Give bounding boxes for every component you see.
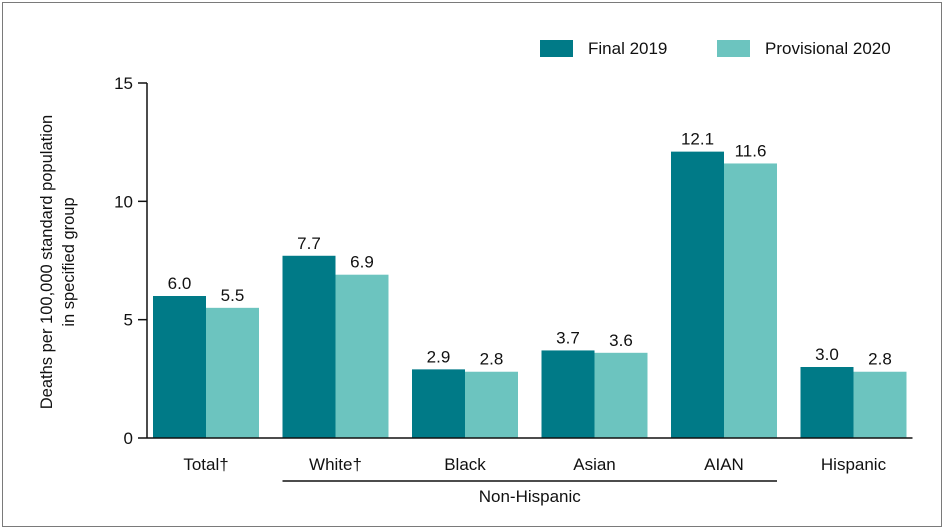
y-tick-label-0: 0 [124,429,133,448]
bar-value-label-provisional-2020-0: 5.5 [221,286,245,305]
x-category-label-0: Total† [183,455,228,474]
x-category-label-3: Asian [573,455,616,474]
legend: Final 2019 Provisional 2020 [540,39,891,58]
bar-value-label-final-2019-1: 7.7 [297,234,321,253]
x-axis: Total† White† Black Asian AIAN Hispanic [147,437,913,474]
bar-provisional-2020-1 [335,274,389,438]
legend-label-series-2: Provisional 2020 [765,39,891,58]
y-tick-label-10: 10 [114,192,133,211]
y-axis: 0 5 10 15 [114,74,148,448]
y-tick-label-15: 15 [114,74,133,93]
bar-value-label-final-2019-5: 3.0 [815,345,839,364]
bar-final-2019-2 [412,369,465,438]
bar-provisional-2020-4 [724,163,777,438]
legend-swatch-series-1 [540,40,573,57]
bar-value-label-final-2019-3: 3.7 [556,328,580,347]
legend-swatch-series-2 [717,40,750,57]
y-axis-title-line-2: in specified group [60,197,78,326]
bar-final-2019-3 [541,350,595,438]
x-category-label-1: White† [309,455,362,474]
x-category-label-2: Black [444,455,486,474]
bar-value-label-provisional-2020-2: 2.8 [480,350,504,369]
bar-value-label-provisional-2020-1: 6.9 [350,253,374,272]
bar-value-label-provisional-2020-3: 3.6 [609,331,633,350]
non-hispanic-group-label: Non-Hispanic [479,487,582,506]
legend-label-series-1: Final 2019 [588,39,667,58]
bar-final-2019-0 [153,296,206,438]
x-category-label-4: AIAN [704,455,744,474]
bar-final-2019-5 [800,367,854,438]
y-tick-label-5: 5 [124,311,133,330]
bar-provisional-2020-0 [206,307,259,438]
y-axis-title: Deaths per 100,000 standard population i… [38,115,78,409]
bar-value-label-provisional-2020-5: 2.8 [868,350,892,369]
bar-value-label-provisional-2020-4: 11.6 [735,141,767,160]
bar-final-2019-4 [671,151,724,438]
bar-final-2019-1 [282,255,336,438]
x-category-label-5: Hispanic [821,455,887,474]
bar-provisional-2020-2 [465,371,518,438]
bar-value-label-final-2019-4: 12.1 [681,130,714,149]
bars: 6.0 5.5 7.7 6.9 2.9 2.8 3.7 3.6 12.1 11.6 3.0 2.8 [153,130,907,438]
bar-provisional-2020-3 [594,352,648,438]
bar-value-label-final-2019-0: 6.0 [168,274,192,293]
y-axis-title-line-1: Deaths per 100,000 standard population [38,115,56,409]
bar-provisional-2020-5 [853,371,907,438]
bar-value-label-final-2019-2: 2.9 [427,347,451,366]
